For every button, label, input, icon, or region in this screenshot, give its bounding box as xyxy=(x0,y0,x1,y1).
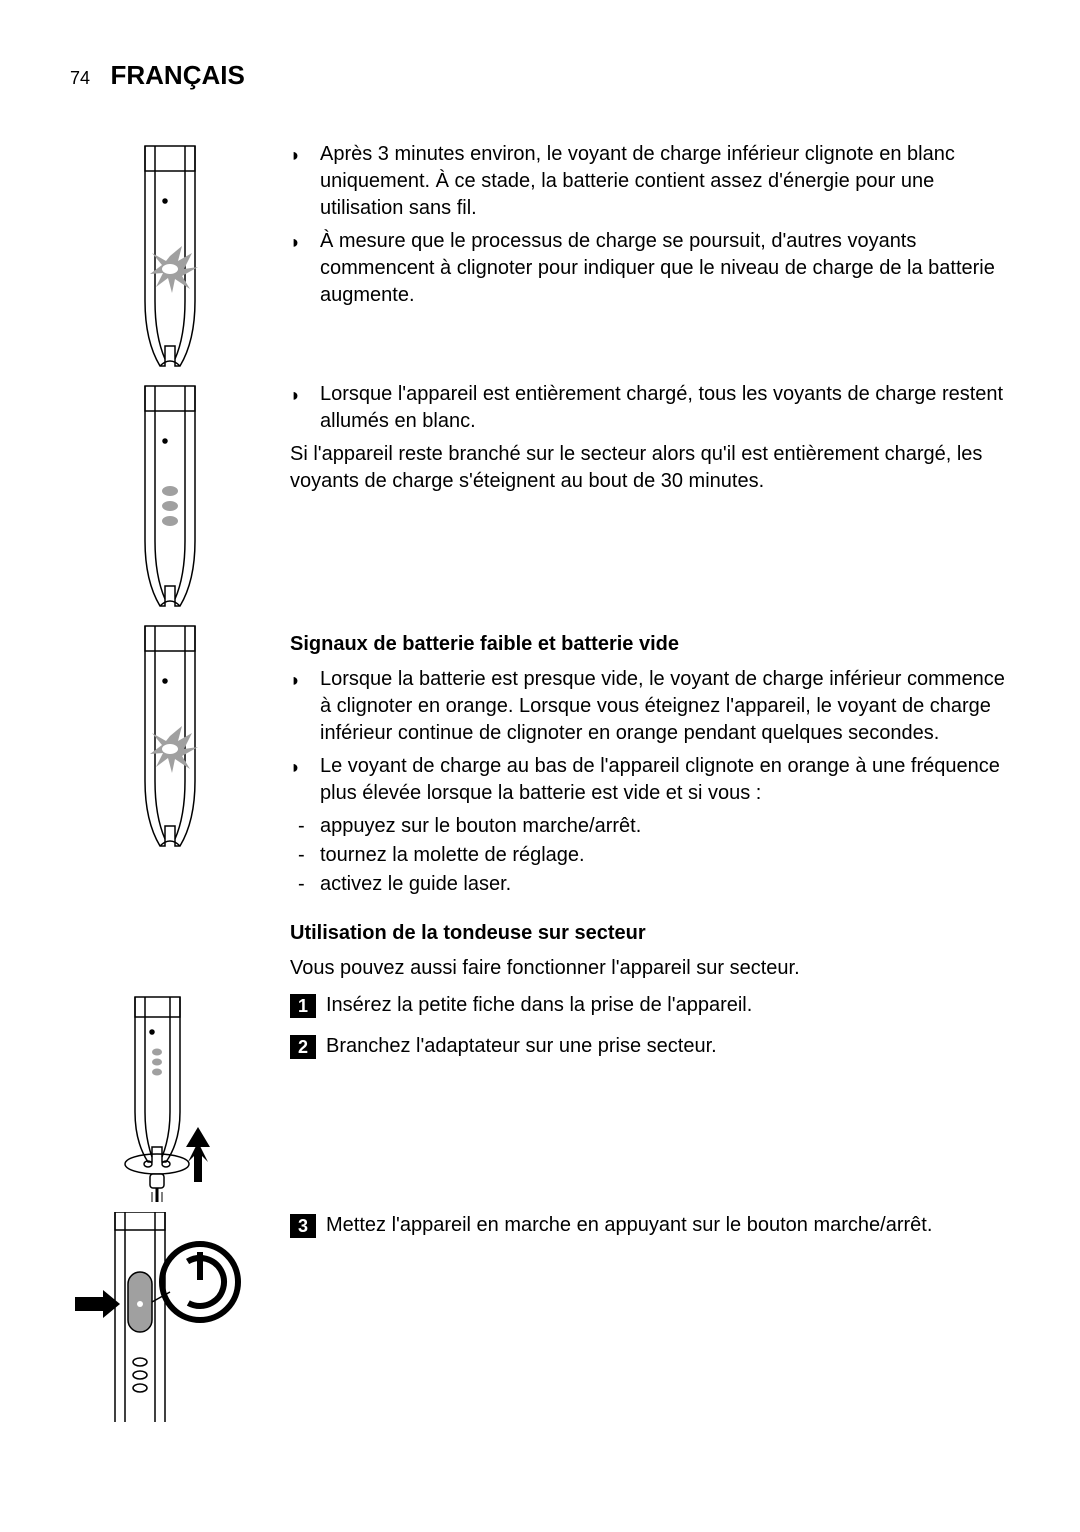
section-battery-low: Signaux de batterie faible et batterie v… xyxy=(70,621,1010,900)
bullet-list: Après 3 minutes environ, le voyant de ch… xyxy=(290,141,1010,309)
bullet-list: Lorsque la batterie est presque vide, le… xyxy=(290,666,1010,807)
numbered-step: 3 Mettez l'appareil en marche en appuyan… xyxy=(290,1212,1010,1239)
illustration-plug-in xyxy=(70,992,270,1202)
step-number-badge: 2 xyxy=(290,1035,316,1059)
step-text: Branchez l'adaptateur sur une prise sect… xyxy=(326,1035,717,1057)
subheading: Utilisation de la tondeuse sur secteur xyxy=(290,920,1010,947)
illustration-power-button xyxy=(70,1212,270,1422)
step-number-badge: 3 xyxy=(290,1214,316,1238)
device-low-icon xyxy=(110,621,230,851)
plug-in-icon xyxy=(80,992,260,1202)
device-flash-icon xyxy=(110,141,230,371)
bullet-text: Lorsque l'appareil est entièrement charg… xyxy=(290,381,1010,435)
page-number: 74 xyxy=(70,68,90,89)
bullet-text: Après 3 minutes environ, le voyant de ch… xyxy=(290,141,1010,222)
language-title: FRANÇAIS xyxy=(110,60,244,91)
text-block-4-head: Utilisation de la tondeuse sur secteur V… xyxy=(270,910,1010,992)
dash-text: activez le guide laser. xyxy=(290,871,1010,898)
text-block-5: 3 Mettez l'appareil en marche en appuyan… xyxy=(270,1212,1010,1253)
illustration-device-flash xyxy=(70,141,270,371)
bullet-text: Le voyant de charge au bas de l'appareil… xyxy=(290,753,1010,807)
bullet-text: À mesure que le processus de charge se p… xyxy=(290,228,1010,309)
section-charging-initial: Après 3 minutes environ, le voyant de ch… xyxy=(70,141,1010,371)
text-block-4-steps: 1 Insérez la petite fiche dans la prise … xyxy=(270,992,1010,1074)
illustration-device-low xyxy=(70,621,270,851)
bullet-list: Lorsque l'appareil est entièrement charg… xyxy=(290,381,1010,435)
plain-text: Vous pouvez aussi faire fonctionner l'ap… xyxy=(290,955,1010,982)
device-lights-icon xyxy=(110,381,230,611)
page-header: 74 FRANÇAIS xyxy=(70,60,1010,91)
illustration-device-lights xyxy=(70,381,270,611)
dash-text: tournez la molette de réglage. xyxy=(290,842,1010,869)
page-root: 74 FRANÇAIS Après xyxy=(0,0,1080,1492)
numbered-step: 1 Insérez la petite fiche dans la prise … xyxy=(290,992,1010,1019)
section-mains-steps: 1 Insérez la petite fiche dans la prise … xyxy=(70,992,1010,1202)
text-block-2: Lorsque l'appareil est entièrement charg… xyxy=(270,381,1010,505)
plain-text: Si l'appareil reste branché sur le secte… xyxy=(290,441,1010,495)
section-power-on: 3 Mettez l'appareil en marche en appuyan… xyxy=(70,1212,1010,1422)
text-block-1: Après 3 minutes environ, le voyant de ch… xyxy=(270,141,1010,315)
dash-text: appuyez sur le bouton marche/arrêt. xyxy=(290,813,1010,840)
bullet-text: Lorsque la batterie est presque vide, le… xyxy=(290,666,1010,747)
step-text: Insérez la petite fiche dans la prise de… xyxy=(326,994,752,1016)
subheading: Signaux de batterie faible et batterie v… xyxy=(290,631,1010,658)
step-number-badge: 1 xyxy=(290,994,316,1018)
power-button-icon xyxy=(70,1212,270,1422)
numbered-step: 2 Branchez l'adaptateur sur une prise se… xyxy=(290,1033,1010,1060)
step-text: Mettez l'appareil en marche en appuyant … xyxy=(326,1214,932,1236)
text-block-3: Signaux de batterie faible et batterie v… xyxy=(270,621,1010,900)
section-mains-use: Utilisation de la tondeuse sur secteur V… xyxy=(70,910,1010,992)
section-charging-full: Lorsque l'appareil est entièrement charg… xyxy=(70,381,1010,611)
